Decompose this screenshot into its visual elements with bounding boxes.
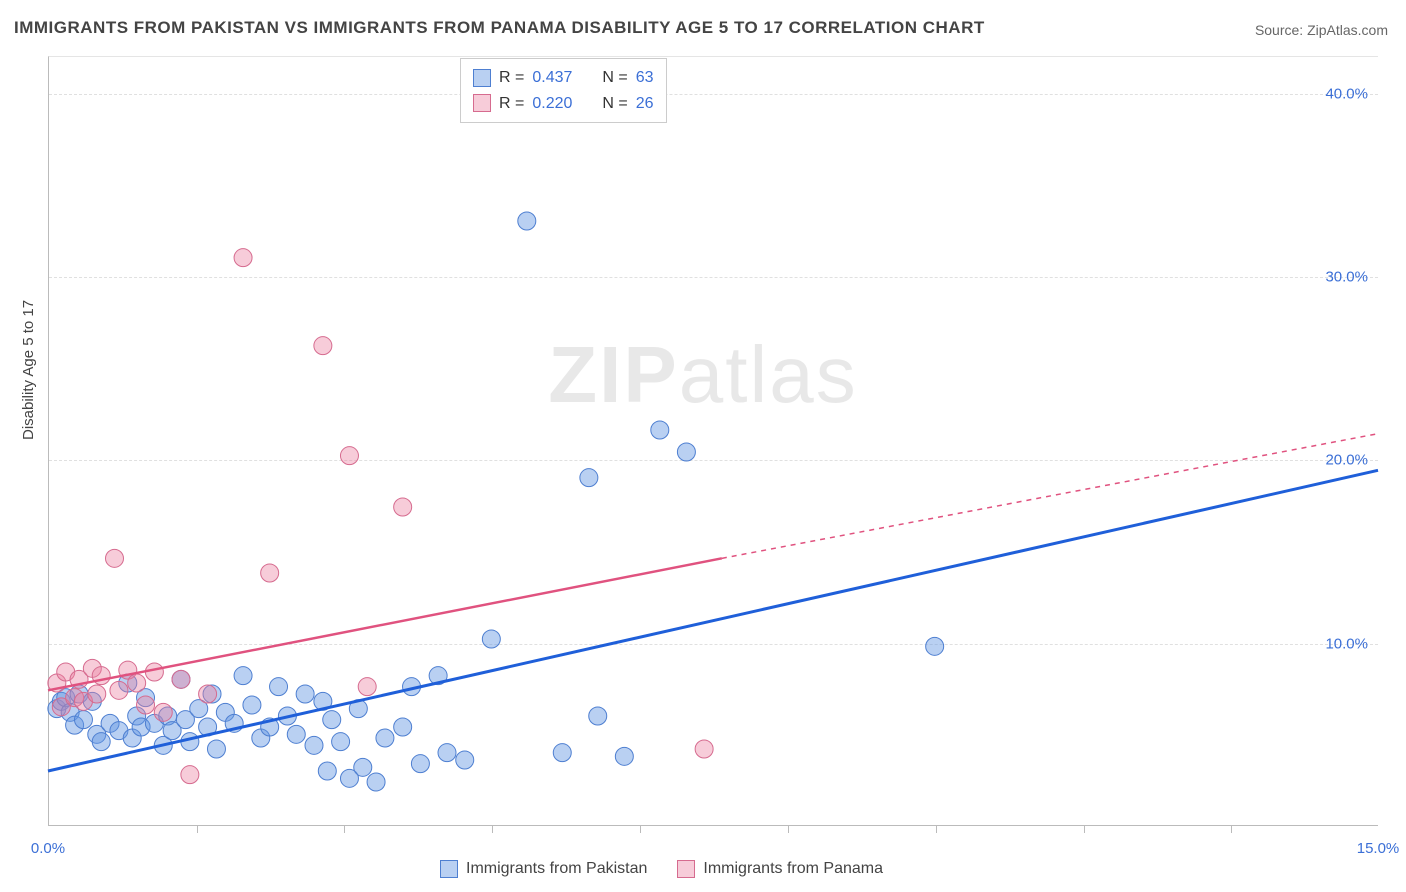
trend-line-dashed	[722, 434, 1378, 559]
legend-series-label: Immigrants from Panama	[703, 860, 883, 878]
legend-swatch	[473, 94, 491, 112]
source-attribution: Source: ZipAtlas.com	[1255, 22, 1388, 38]
legend-swatch	[440, 860, 458, 878]
data-point	[394, 498, 412, 516]
x-tick	[788, 825, 789, 833]
data-point	[296, 685, 314, 703]
legend-r-value: 0.220	[532, 91, 572, 117]
legend-swatch	[473, 69, 491, 87]
data-point	[234, 667, 252, 685]
trend-line	[48, 470, 1378, 771]
data-point	[438, 744, 456, 762]
data-point	[323, 711, 341, 729]
legend-correlation-row: R = 0.437 N = 63	[473, 65, 654, 91]
x-tick	[492, 825, 493, 833]
data-point	[261, 564, 279, 582]
legend-correlation-row: R = 0.220 N = 26	[473, 91, 654, 117]
x-tick	[1084, 825, 1085, 833]
x-tick	[640, 825, 641, 833]
x-tick	[936, 825, 937, 833]
data-point	[376, 729, 394, 747]
y-axis-label: Disability Age 5 to 17	[20, 300, 37, 440]
legend-n-label: N =	[602, 65, 627, 91]
data-point	[367, 773, 385, 791]
data-point	[128, 674, 146, 692]
data-point	[518, 212, 536, 230]
data-point	[411, 755, 429, 773]
data-point	[137, 696, 155, 714]
data-point	[553, 744, 571, 762]
data-point	[287, 725, 305, 743]
data-point	[332, 733, 350, 751]
x-tick-label: 0.0%	[31, 840, 65, 857]
legend-r-label: R =	[499, 91, 524, 117]
legend-n-value: 63	[636, 65, 654, 91]
legend-series: Immigrants from Pakistan Immigrants from …	[440, 860, 883, 878]
data-point	[615, 747, 633, 765]
data-point	[354, 758, 372, 776]
legend-n-value: 26	[636, 91, 654, 117]
data-point	[88, 685, 106, 703]
legend-series-label: Immigrants from Pakistan	[466, 860, 647, 878]
data-point	[394, 718, 412, 736]
data-point	[181, 766, 199, 784]
x-tick	[197, 825, 198, 833]
data-point	[270, 678, 288, 696]
x-tick-label: 15.0%	[1357, 840, 1400, 857]
data-point	[695, 740, 713, 758]
data-point	[318, 762, 336, 780]
legend-n-label: N =	[602, 91, 627, 117]
legend-series-item: Immigrants from Panama	[677, 860, 883, 878]
data-point	[110, 681, 128, 699]
data-point	[305, 736, 323, 754]
data-point	[589, 707, 607, 725]
trend-line	[48, 558, 722, 690]
data-point	[580, 469, 598, 487]
data-point	[456, 751, 474, 769]
data-point	[207, 740, 225, 758]
x-tick	[344, 825, 345, 833]
source-label: Source:	[1255, 22, 1307, 38]
legend-r-label: R =	[499, 65, 524, 91]
data-point	[199, 685, 217, 703]
chart-title: IMMIGRANTS FROM PAKISTAN VS IMMIGRANTS F…	[14, 18, 985, 38]
x-tick	[1231, 825, 1232, 833]
data-point	[314, 337, 332, 355]
data-point	[340, 447, 358, 465]
data-point	[482, 630, 500, 648]
data-point	[172, 670, 190, 688]
data-point	[145, 663, 163, 681]
data-point	[677, 443, 695, 461]
data-point	[74, 711, 92, 729]
chart-canvas	[48, 56, 1378, 826]
data-point	[234, 249, 252, 267]
data-point	[92, 733, 110, 751]
data-point	[926, 637, 944, 655]
legend-correlation-box: R = 0.437 N = 63 R = 0.220 N = 26	[460, 58, 667, 123]
data-point	[651, 421, 669, 439]
legend-r-value: 0.437	[532, 65, 572, 91]
legend-series-item: Immigrants from Pakistan	[440, 860, 647, 878]
data-point	[106, 549, 124, 567]
data-point	[243, 696, 261, 714]
legend-swatch	[677, 860, 695, 878]
data-point	[358, 678, 376, 696]
data-point	[154, 703, 172, 721]
source-link[interactable]: ZipAtlas.com	[1307, 22, 1388, 38]
